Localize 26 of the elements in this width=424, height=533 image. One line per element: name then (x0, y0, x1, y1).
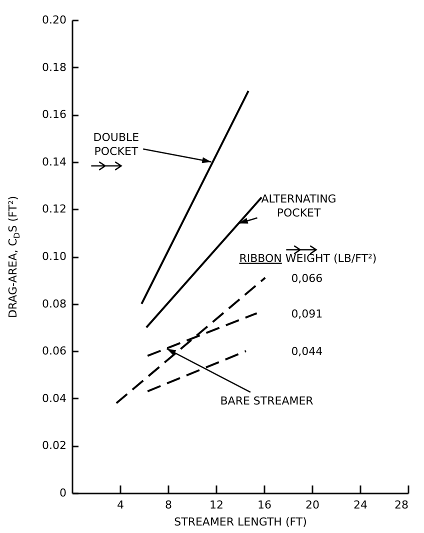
text: 0,044 (291, 345, 323, 358)
x-axis-title: STREAMER LENGTH (FT) (174, 516, 307, 528)
y-tick-label: 0.04 (42, 392, 66, 405)
x-tick-label: 12 (210, 498, 224, 512)
text: 0,091 (291, 307, 323, 320)
x-tick-label: 28 (394, 498, 408, 512)
y-tick-label: 0.08 (42, 297, 66, 310)
text: 0,066 (291, 272, 323, 285)
x-tick-label: 4 (117, 498, 124, 512)
annotation: DOUBLE POCKET (93, 130, 140, 158)
y-tick-label: 0.18 (42, 60, 66, 74)
annotation: BARE STREAMER (220, 394, 314, 408)
legend-title: RIBBON WEIGHT (LB/FT²) (239, 252, 377, 265)
x-tick-label: 16 (258, 498, 272, 512)
y-tick-label: 0.12 (42, 202, 66, 216)
y-tick-label: 0.16 (42, 108, 66, 122)
y-tick-label: 0 (60, 486, 66, 500)
x-tick-label: 24 (354, 498, 368, 512)
y-tick-label: 0.06 (42, 344, 66, 358)
annotation: ALTERNATING POCKET (261, 192, 336, 220)
y-tick-label: 0.02 (42, 439, 66, 452)
y-tick-label: 0.10 (42, 250, 66, 263)
x-tick-label: 8 (165, 498, 172, 512)
x-tick-label: 20 (306, 498, 320, 512)
y-tick-label: 0.14 (42, 155, 66, 168)
y-tick-label: 0.20 (42, 14, 66, 26)
